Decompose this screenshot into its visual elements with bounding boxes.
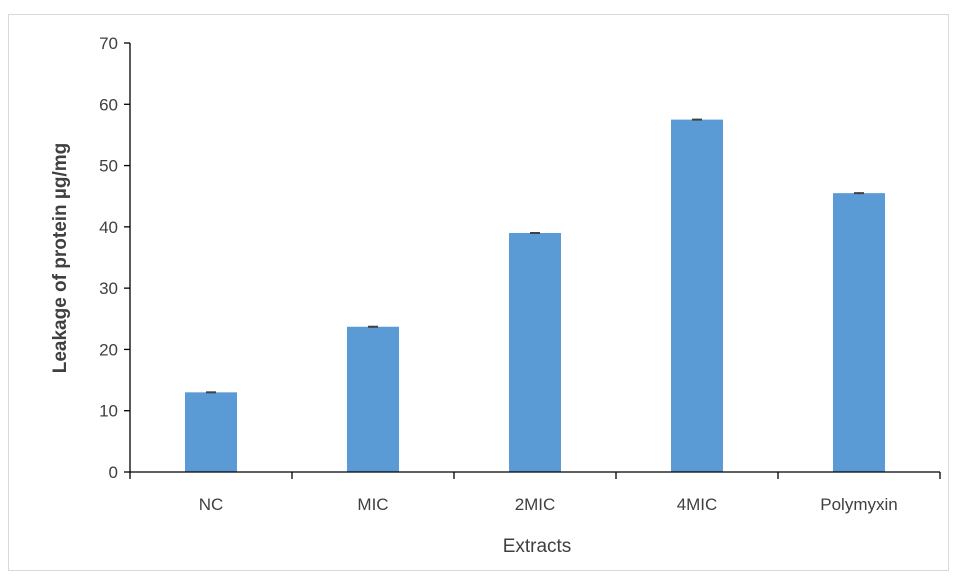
bar: [671, 119, 723, 472]
x-category-label: 4MIC: [677, 495, 718, 514]
y-tick-label: 0: [109, 463, 118, 482]
bar: [185, 392, 237, 472]
y-tick-label: 70: [99, 34, 118, 53]
bar: [509, 232, 561, 472]
x-category-label: MIC: [357, 495, 388, 514]
y-tick-label: 60: [99, 95, 118, 114]
x-category-label: 2MIC: [515, 495, 556, 514]
y-tick-label: 10: [99, 402, 118, 421]
y-tick-label: 20: [99, 340, 118, 359]
x-category-label: Polymyxin: [820, 495, 897, 514]
axes-layer: [129, 43, 940, 473]
y-tick-label: 50: [99, 157, 118, 176]
x-axis-title: Extracts: [503, 536, 572, 557]
y-axis-title: Leakage of protein µg/mg: [50, 143, 71, 374]
chart-frame: [8, 14, 949, 571]
ticks-layer: 0 10 20 30 40 50 60 70 NC MIC 2MIC 4MIC Polymyxin: [99, 34, 941, 514]
bars-layer: [185, 118, 885, 472]
bar: [833, 193, 885, 472]
bar: [347, 326, 399, 472]
x-category-label: NC: [199, 495, 224, 514]
y-tick-label: 30: [99, 279, 118, 298]
y-tick-label: 40: [99, 218, 118, 237]
